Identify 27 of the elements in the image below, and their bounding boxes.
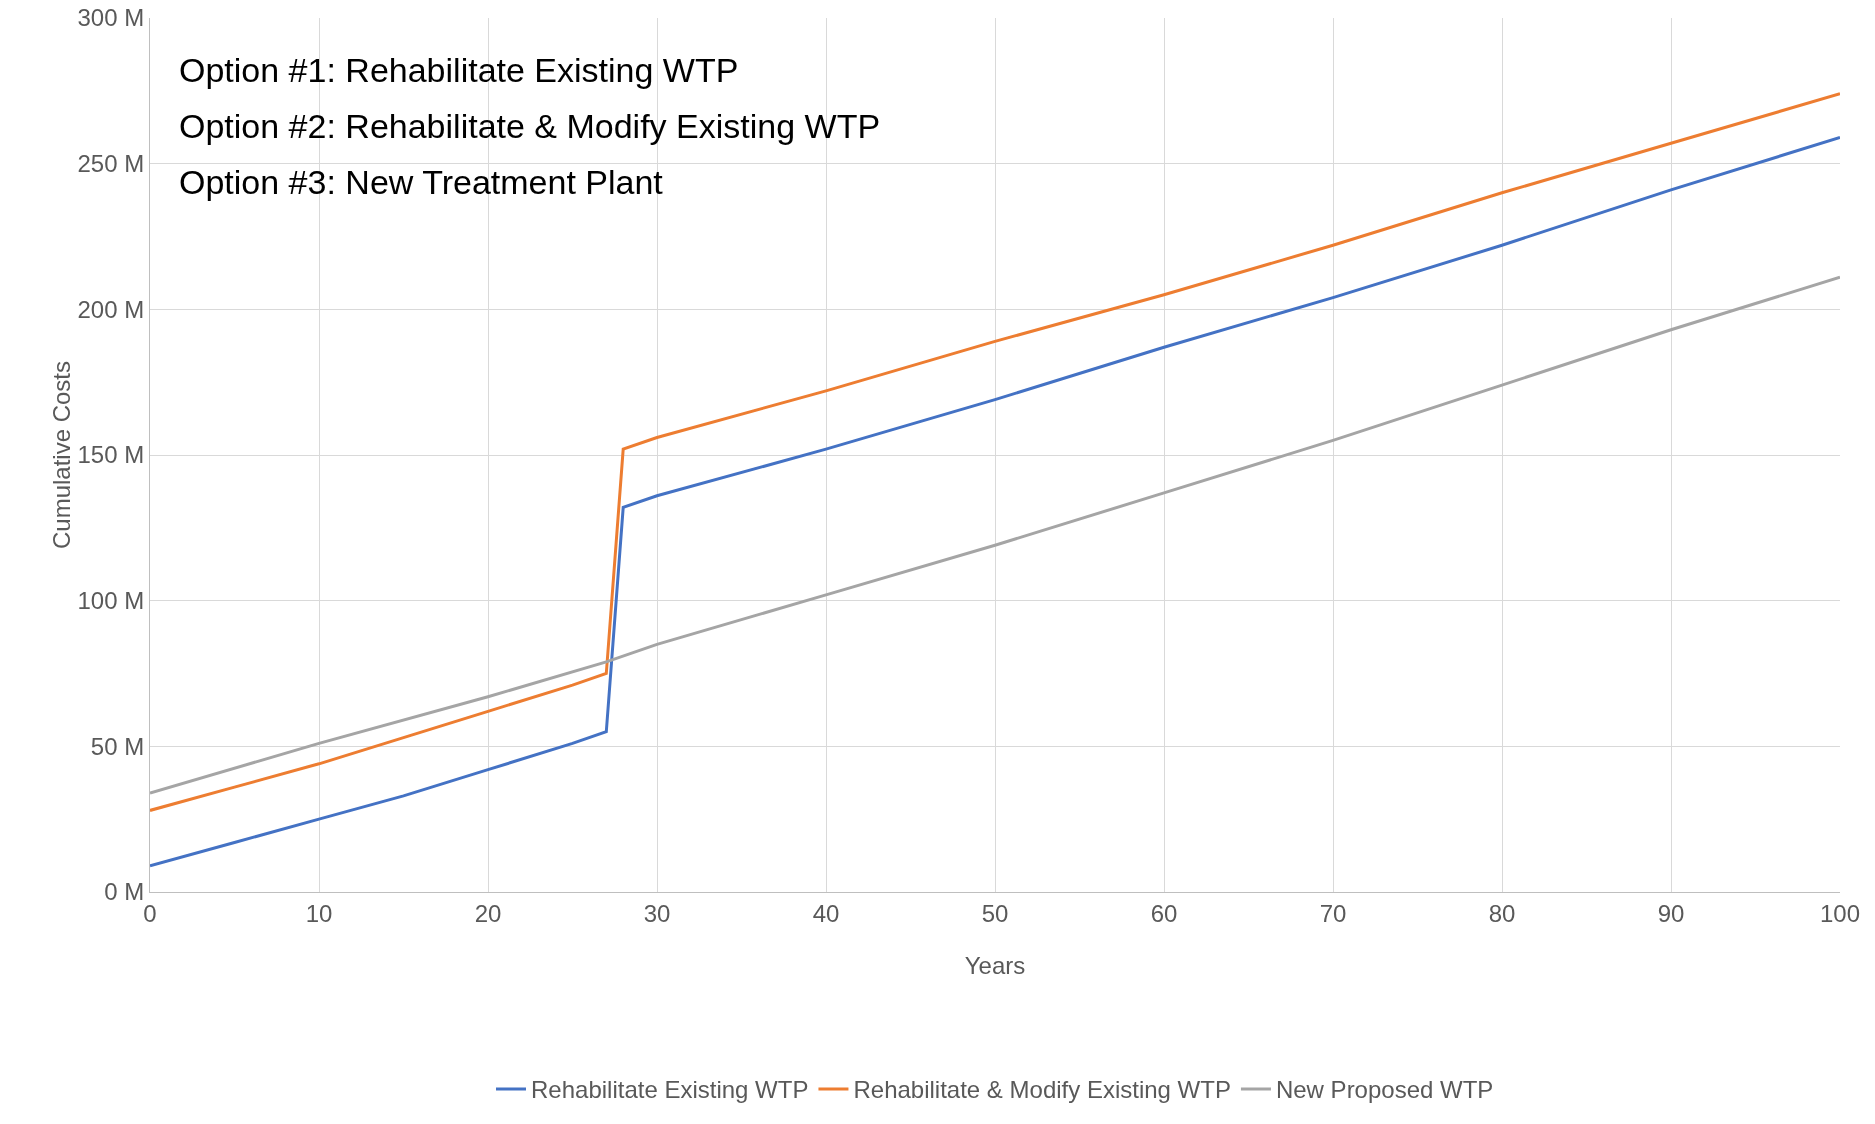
annotation: Option #1: Rehabilitate Existing WTP	[179, 51, 739, 89]
y-axis-title: Cumulative Costs	[48, 360, 76, 550]
legend-label: Rehabilitate Existing WTP	[531, 1076, 809, 1104]
y-tick-label: 250 M	[77, 150, 145, 178]
y-tick-label: 0 M	[104, 878, 145, 906]
x-tick-label: 90	[1657, 899, 1685, 927]
y-tick-label: 300 M	[77, 4, 145, 32]
x-tick-label: 0	[143, 899, 157, 927]
annotation: Option #2: Rehabilitate & Modify Existing WTP	[179, 107, 881, 145]
y-tick-label: 150 M	[77, 441, 145, 469]
x-tick-label: 20	[474, 899, 502, 927]
y-tick-label: 100 M	[77, 587, 145, 615]
x-tick-label: 10	[305, 899, 333, 927]
x-tick-label: 100	[1819, 899, 1861, 927]
x-tick-label: 50	[981, 899, 1009, 927]
legend-label: Rehabilitate & Modify Existing WTP	[853, 1076, 1231, 1104]
x-axis-title: Years	[964, 952, 1026, 979]
y-tick-label: 50 M	[90, 732, 145, 760]
x-tick-label: 70	[1319, 899, 1347, 927]
x-tick-label: 30	[643, 899, 671, 927]
y-tick-label: 200 M	[77, 295, 145, 323]
legend-label: New Proposed WTP	[1275, 1076, 1494, 1104]
x-tick-label: 40	[812, 899, 840, 927]
x-tick-label: 60	[1150, 899, 1178, 927]
line-series	[150, 275, 1840, 795]
annotation: Option #3: New Treatment Plant	[179, 163, 664, 201]
x-tick-label: 80	[1488, 899, 1516, 927]
